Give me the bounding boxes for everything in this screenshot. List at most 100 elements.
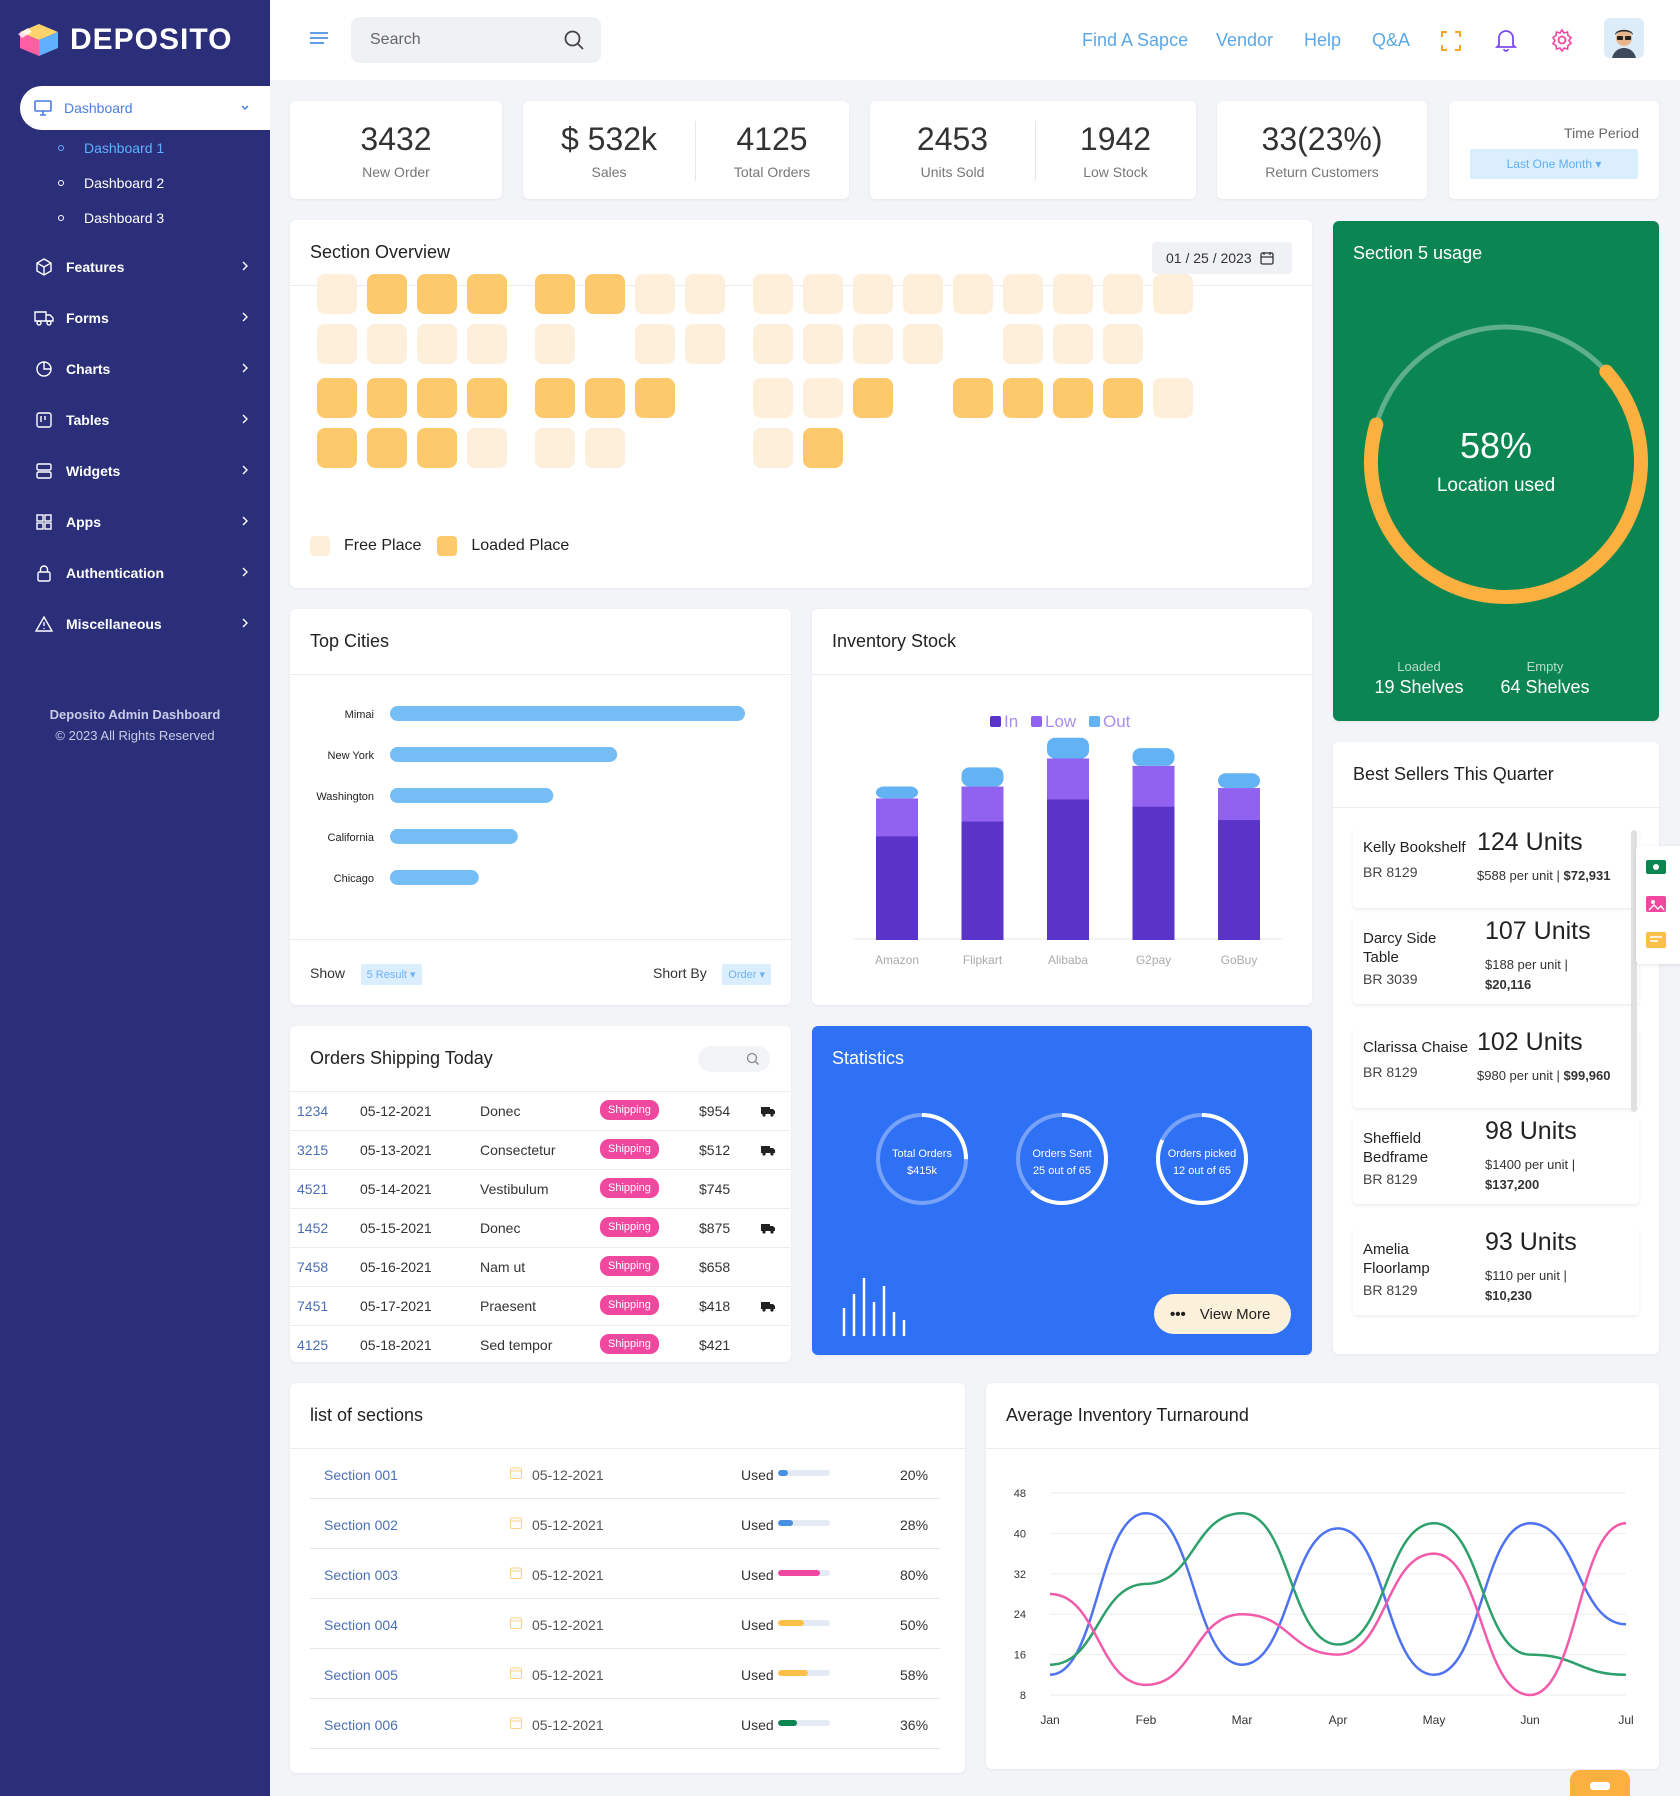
cash-icon[interactable]: [1646, 860, 1666, 879]
order-row[interactable]: 7451 05-17-2021 Praesent Shipping $418: [290, 1286, 790, 1324]
search-input[interactable]: Search: [351, 17, 601, 63]
free-place-cell[interactable]: [1103, 274, 1143, 314]
section-row[interactable]: Section 003 05-12-2021 Used 80%: [310, 1549, 940, 1599]
free-place-cell[interactable]: [853, 274, 893, 314]
loaded-place-cell[interactable]: [317, 428, 357, 468]
free-place-cell[interactable]: [467, 324, 507, 364]
loaded-place-cell[interactable]: [317, 378, 357, 418]
order-row[interactable]: 4125 05-18-2021 Sed tempor Shipping $421: [290, 1325, 790, 1362]
sidebar-item-apps[interactable]: Apps: [0, 496, 270, 547]
loaded-place-cell[interactable]: [417, 378, 457, 418]
menu-icon[interactable]: [308, 30, 330, 53]
gear-icon[interactable]: [1550, 28, 1574, 57]
qa-link[interactable]: Q&A: [1372, 30, 1411, 50]
search-icon[interactable]: [563, 29, 585, 56]
free-place-cell[interactable]: [635, 324, 675, 364]
inventory-bar-low[interactable]: [1218, 788, 1260, 821]
loaded-place-cell[interactable]: [585, 274, 625, 314]
order-row[interactable]: 1452 05-15-2021 Donec Shipping $875: [290, 1208, 790, 1246]
sidebar-subitem-dashboard-3[interactable]: Dashboard 3: [0, 200, 270, 235]
inventory-bar-low[interactable]: [961, 786, 1004, 822]
order-row[interactable]: 1234 05-12-2021 Donec Shipping $954: [290, 1091, 790, 1129]
free-place-cell[interactable]: [953, 274, 993, 314]
section-row[interactable]: Section 004 05-12-2021 Used 50%: [310, 1599, 940, 1649]
loaded-place-cell[interactable]: [1053, 378, 1093, 418]
sidebar-subitem-dashboard-1[interactable]: Dashboard 1: [0, 130, 270, 165]
best-seller-item[interactable]: Amelia Floorlamp BR 8129 93 Units $110 per …: [1353, 1228, 1639, 1315]
loaded-place-cell[interactable]: [535, 274, 575, 314]
inventory-bar-out[interactable]: [1132, 748, 1175, 766]
free-place-cell[interactable]: [903, 324, 943, 364]
loaded-place-cell[interactable]: [953, 378, 993, 418]
loaded-place-cell[interactable]: [467, 274, 507, 314]
free-place-cell[interactable]: [753, 324, 793, 364]
city-bar[interactable]: [390, 788, 554, 803]
bell-icon[interactable]: [1494, 28, 1518, 57]
help-link[interactable]: Help: [1304, 30, 1342, 50]
statistic-ring[interactable]: Orders Sent 25 out of 65: [1014, 1111, 1110, 1207]
free-place-cell[interactable]: [753, 274, 793, 314]
statistic-ring[interactable]: Total Orders $415k: [874, 1111, 970, 1207]
sort-dropdown[interactable]: Order ▾: [722, 964, 771, 985]
best-seller-item[interactable]: Clarissa Chaise BR 8129 102 Units $980 per …: [1353, 1028, 1639, 1108]
image-icon[interactable]: [1646, 896, 1666, 917]
city-bar[interactable]: [390, 829, 518, 844]
date-picker[interactable]: 01 / 25 / 2023: [1152, 242, 1292, 274]
section-name[interactable]: Section 001: [324, 1467, 398, 1483]
free-place-cell[interactable]: [467, 428, 507, 468]
free-place-cell[interactable]: [317, 274, 357, 314]
inventory-bar-out[interactable]: [876, 786, 918, 799]
inventory-bar-out[interactable]: [1047, 737, 1089, 759]
section-row[interactable]: Section 001 05-12-2021 Used 20%: [310, 1449, 940, 1499]
section-row[interactable]: Section 006 05-12-2021 Used 36%: [310, 1699, 940, 1749]
truck-icon[interactable]: [761, 1221, 775, 1237]
inventory-bar-in[interactable]: [1218, 819, 1260, 940]
section-name[interactable]: Section 004: [324, 1617, 398, 1633]
chat-button[interactable]: [1570, 1770, 1630, 1796]
sidebar-item-tables[interactable]: Tables: [0, 394, 270, 445]
section-row[interactable]: Section 005 05-12-2021 Used 58%: [310, 1649, 940, 1699]
inventory-bar-out[interactable]: [961, 767, 1004, 787]
loaded-place-cell[interactable]: [1103, 378, 1143, 418]
logo[interactable]: DEPOSITO: [14, 20, 232, 60]
free-place-cell[interactable]: [1153, 378, 1193, 418]
inventory-bar-in[interactable]: [1047, 798, 1089, 940]
city-bar[interactable]: [390, 870, 479, 885]
free-place-cell[interactable]: [585, 428, 625, 468]
loaded-place-cell[interactable]: [417, 428, 457, 468]
show-dropdown[interactable]: 5 Result ▾: [360, 964, 422, 985]
free-place-cell[interactable]: [903, 274, 943, 314]
free-place-cell[interactable]: [367, 324, 407, 364]
section-name[interactable]: Section 003: [324, 1567, 398, 1583]
order-row[interactable]: 7458 05-16-2021 Nam ut Shipping $658: [290, 1247, 790, 1285]
inventory-bar-in[interactable]: [961, 820, 1004, 940]
loaded-place-cell[interactable]: [853, 378, 893, 418]
loaded-place-cell[interactable]: [1003, 378, 1043, 418]
sidebar-item-dashboard[interactable]: Dashboard: [20, 86, 270, 130]
loaded-place-cell[interactable]: [585, 378, 625, 418]
loaded-place-cell[interactable]: [635, 378, 675, 418]
city-bar[interactable]: [390, 747, 618, 762]
inventory-bar-out[interactable]: [1218, 773, 1260, 789]
loaded-place-cell[interactable]: [367, 428, 407, 468]
section-name[interactable]: Section 002: [324, 1517, 398, 1533]
best-seller-item[interactable]: Kelly Bookshelf BR 8129 124 Units $588 per …: [1353, 828, 1639, 908]
truck-icon[interactable]: [761, 1143, 775, 1159]
scrollbar[interactable]: [1631, 830, 1637, 1112]
free-place-cell[interactable]: [1003, 274, 1043, 314]
sidebar-item-features[interactable]: Features: [0, 241, 270, 292]
statistic-ring[interactable]: Orders picked 12 out of 65: [1154, 1111, 1250, 1207]
free-place-cell[interactable]: [317, 324, 357, 364]
loaded-place-cell[interactable]: [367, 378, 407, 418]
city-bar[interactable]: [390, 706, 745, 721]
free-place-cell[interactable]: [1103, 324, 1143, 364]
note-icon[interactable]: [1646, 932, 1666, 953]
inventory-bar-low[interactable]: [1132, 765, 1175, 807]
sidebar-item-charts[interactable]: Charts: [0, 343, 270, 394]
free-place-cell[interactable]: [753, 378, 793, 418]
loaded-place-cell[interactable]: [803, 428, 843, 468]
inventory-bar-low[interactable]: [876, 798, 918, 837]
free-place-cell[interactable]: [753, 428, 793, 468]
loaded-place-cell[interactable]: [417, 274, 457, 314]
vendor-link[interactable]: Vendor: [1216, 30, 1274, 50]
